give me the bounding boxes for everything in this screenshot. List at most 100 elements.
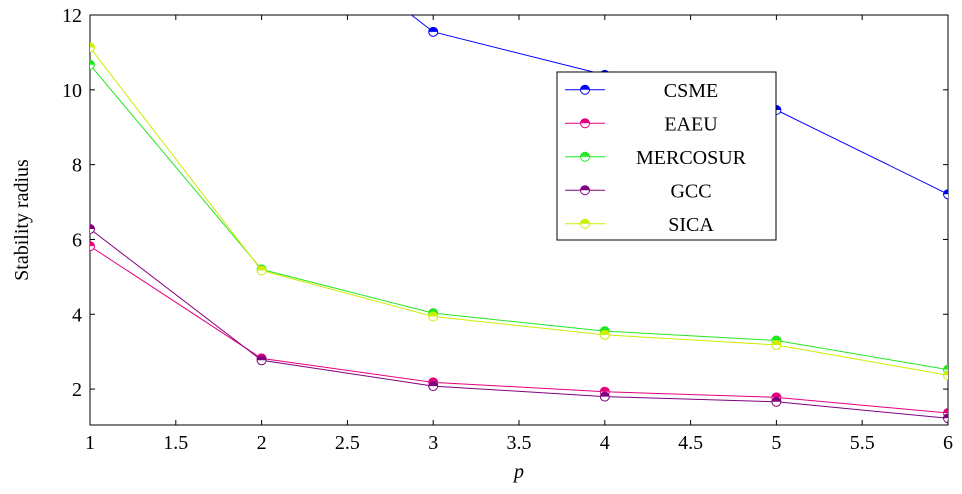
marker-half — [257, 355, 267, 361]
marker-half — [943, 408, 948, 414]
point — [90, 223, 95, 234]
point — [428, 381, 439, 392]
x-tick-label: 3.5 — [507, 432, 532, 454]
marker-half — [580, 152, 590, 157]
point — [90, 241, 95, 252]
plot-area — [90, 15, 948, 424]
x-tick-label: 4 — [600, 432, 610, 454]
marker-half — [90, 60, 95, 65]
y-tick-label: 6 — [72, 229, 82, 251]
y-tick-label: 4 — [72, 304, 82, 326]
marker-half — [771, 397, 781, 402]
point — [943, 413, 948, 424]
marker-half — [90, 43, 95, 48]
marker-ring — [428, 311, 439, 322]
marker-half — [771, 392, 781, 398]
marker-half — [428, 377, 438, 383]
marker-half — [943, 189, 948, 195]
marker-half — [600, 387, 610, 392]
point — [428, 311, 439, 322]
marker-ring — [943, 364, 948, 375]
point — [256, 355, 267, 366]
x-tick-label: 5.5 — [850, 432, 875, 454]
marker-ring — [90, 241, 95, 252]
marker-ring — [580, 118, 590, 129]
x-tick-label: 4.5 — [678, 432, 703, 454]
x-tick-label: 3 — [428, 432, 438, 454]
point — [943, 189, 948, 200]
x-tick-label: 1.5 — [163, 432, 188, 454]
marker-half — [580, 85, 590, 90]
marker-ring — [943, 408, 948, 419]
point — [771, 339, 782, 350]
marker-ring — [943, 370, 948, 381]
series-line — [90, 47, 948, 376]
marker-ring — [428, 26, 439, 37]
marker-half — [580, 185, 590, 191]
y-tick-label: 12 — [62, 5, 82, 27]
series-line — [90, 245, 948, 414]
marker-half — [600, 326, 610, 332]
x-axis-label: p — [512, 461, 524, 483]
marker-ring — [90, 59, 95, 70]
marker-ring — [580, 218, 590, 229]
marker-half — [943, 365, 948, 370]
marker-half — [771, 340, 781, 345]
y-tick-label: 10 — [62, 80, 82, 102]
legend: CSME EAEU MERCOSUR GCC SICA — [556, 71, 777, 241]
marker-half — [580, 219, 590, 224]
marker-ring — [90, 42, 95, 53]
point — [90, 59, 95, 70]
x-tick-label: 6 — [943, 432, 953, 454]
legend-marker — [580, 151, 590, 162]
legend-marker — [580, 218, 590, 229]
marker-ring — [580, 185, 590, 196]
legend-label: MERCOSUR — [636, 147, 747, 169]
marker-half — [771, 335, 781, 341]
marker-half — [428, 381, 438, 387]
marker-half — [90, 241, 95, 247]
point — [599, 329, 610, 340]
x-tick-label: 5 — [771, 432, 781, 454]
point — [428, 26, 439, 37]
marker-half — [428, 312, 438, 317]
marker-ring — [599, 391, 610, 402]
marker-half — [600, 392, 610, 397]
plot-frame — [89, 14, 949, 426]
marker-ring — [771, 396, 782, 407]
y-tick-label: 2 — [72, 379, 82, 401]
legend-label: GCC — [670, 180, 711, 202]
marker-ring — [90, 223, 95, 234]
marker-half — [257, 266, 267, 271]
point — [943, 370, 948, 381]
x-tick-label: 2 — [257, 432, 267, 454]
marker-ring — [256, 265, 267, 276]
legend-box — [556, 71, 777, 241]
marker-half — [580, 118, 590, 124]
x-tick-label: 2.5 — [335, 432, 360, 454]
marker-ring — [599, 329, 610, 340]
y-tick-label: 8 — [72, 155, 82, 177]
marker-ring — [943, 189, 948, 200]
marker-ring — [943, 413, 948, 424]
series-line — [90, 64, 948, 371]
marker-half — [428, 27, 438, 32]
point — [90, 42, 95, 53]
point — [771, 396, 782, 407]
marker-ring — [771, 339, 782, 350]
series-line — [410, 15, 948, 195]
marker-ring — [580, 84, 590, 95]
marker-half — [600, 330, 610, 335]
marker-half — [90, 224, 95, 229]
marker-ring — [428, 381, 439, 392]
legend-label: EAEU — [664, 113, 718, 135]
legend-marker — [580, 118, 590, 129]
marker-half — [943, 413, 948, 419]
marker-half — [428, 308, 438, 314]
marker-ring — [580, 151, 590, 162]
legend-marker — [580, 185, 590, 196]
marker-half — [943, 370, 948, 376]
legend-label: CSME — [664, 80, 718, 102]
y-axis-label: Stability radius — [11, 159, 33, 281]
